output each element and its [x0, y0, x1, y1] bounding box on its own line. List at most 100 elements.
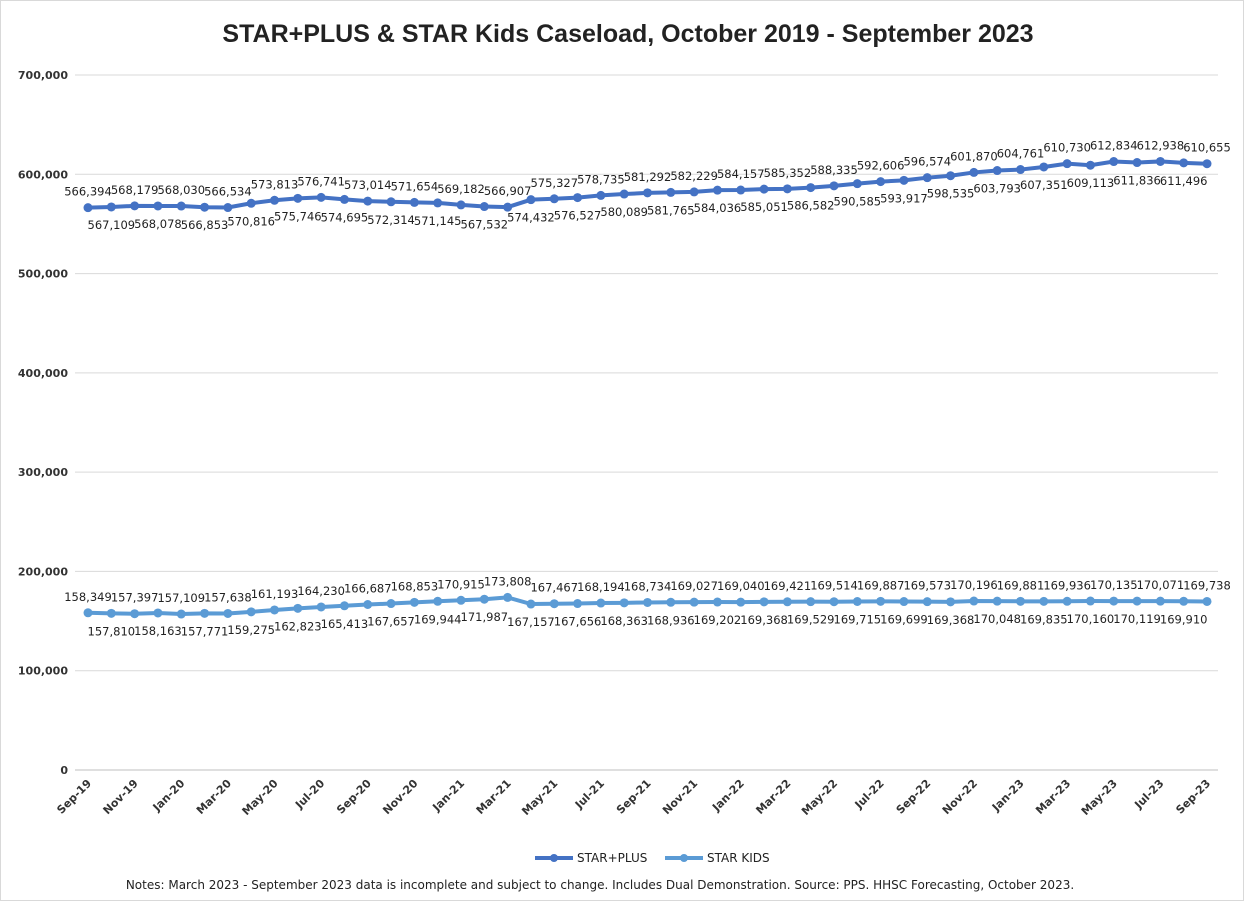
data-label: 167,467	[530, 581, 578, 595]
data-label: 158,163	[134, 624, 182, 638]
data-point	[456, 595, 466, 605]
data-label: 609,113	[1067, 176, 1115, 190]
data-point	[829, 597, 839, 607]
data-point	[153, 608, 163, 618]
data-label: 170,071	[1137, 578, 1185, 592]
data-point	[1016, 165, 1025, 175]
data-label: 572,314	[367, 213, 415, 227]
data-point	[666, 187, 676, 197]
legend-label: STAR+PLUS	[577, 851, 647, 865]
data-point	[852, 179, 862, 189]
data-point	[1109, 596, 1119, 606]
data-point	[246, 607, 256, 617]
data-label: 166,687	[344, 582, 392, 596]
data-point	[666, 597, 676, 607]
data-point	[549, 599, 559, 609]
data-point	[433, 198, 443, 208]
data-label: 169,835	[1020, 612, 1068, 626]
data-label: 169,910	[1160, 612, 1208, 626]
y-tick-label: 600,000	[18, 168, 68, 181]
data-label: 581,765	[647, 203, 695, 217]
data-label: 169,699	[880, 613, 928, 627]
data-point	[712, 185, 722, 195]
data-label: 162,823	[274, 619, 322, 633]
data-point	[759, 597, 769, 607]
data-point	[992, 166, 1002, 176]
data-point	[899, 175, 909, 185]
data-point	[782, 597, 792, 607]
data-point	[619, 189, 629, 199]
data-point	[1202, 596, 1212, 606]
data-point	[130, 609, 140, 619]
data-point	[1132, 596, 1142, 606]
data-point	[643, 597, 652, 607]
data-point	[339, 601, 349, 611]
data-label: 169,887	[857, 578, 905, 592]
data-point	[1039, 162, 1049, 172]
data-label: 167,657	[367, 615, 415, 629]
data-point	[1202, 159, 1212, 169]
data-point	[736, 185, 746, 195]
data-point	[1062, 596, 1072, 606]
data-point	[712, 597, 722, 607]
data-label: 157,771	[181, 624, 229, 638]
data-label: 580,089	[600, 205, 648, 219]
data-label: 157,638	[204, 590, 252, 604]
data-label: 603,793	[973, 182, 1021, 196]
data-label: 585,051	[740, 200, 788, 214]
chart-title: STAR+PLUS & STAR Kids Caseload, October …	[222, 20, 1033, 48]
data-label: 566,853	[181, 218, 229, 232]
notes: Notes: March 2023 - September 2023 data …	[126, 878, 1074, 892]
legend-label: STAR KIDS	[707, 851, 770, 865]
data-label: 566,394	[64, 185, 112, 199]
data-point	[573, 599, 583, 609]
data-label: 169,027	[670, 579, 718, 593]
data-point	[1132, 158, 1142, 168]
data-point	[106, 608, 116, 618]
y-tick-label: 0	[60, 764, 68, 777]
data-point	[479, 594, 489, 604]
data-label: 570,816	[227, 214, 275, 228]
data-point	[969, 596, 979, 606]
data-label: 169,573	[903, 579, 951, 593]
data-point	[503, 202, 513, 212]
y-tick-label: 100,000	[18, 665, 68, 678]
data-point	[1085, 596, 1095, 606]
data-label: 582,229	[670, 169, 718, 183]
data-point	[293, 193, 303, 203]
data-label: 596,574	[903, 155, 951, 169]
data-label: 566,534	[204, 185, 252, 199]
data-point	[409, 197, 419, 207]
data-point	[1039, 596, 1049, 606]
data-point	[526, 599, 536, 609]
data-point	[176, 609, 186, 619]
data-point	[1179, 158, 1189, 168]
data-label: 581,292	[624, 170, 672, 184]
data-label: 612,834	[1090, 139, 1138, 153]
data-label: 173,808	[484, 574, 532, 588]
data-label: 586,582	[787, 199, 835, 213]
data-label: 567,109	[88, 218, 136, 232]
data-label: 578,735	[577, 172, 625, 186]
data-point	[643, 188, 652, 198]
data-point	[1109, 157, 1119, 167]
y-tick-label: 500,000	[18, 268, 68, 281]
data-point	[200, 608, 210, 618]
data-label: 576,741	[297, 174, 345, 188]
data-point	[363, 600, 373, 610]
data-point	[479, 202, 489, 212]
data-label: 566,907	[484, 184, 532, 198]
data-label: 170,915	[437, 577, 485, 591]
data-label: 169,936	[1043, 578, 1091, 592]
data-point	[829, 181, 839, 191]
data-point	[409, 597, 419, 607]
data-point	[386, 197, 396, 207]
data-point	[992, 596, 1002, 606]
data-point	[596, 598, 606, 608]
data-label: 167,157	[507, 615, 555, 629]
data-point	[200, 202, 210, 212]
data-point	[153, 201, 163, 211]
data-label: 607,351	[1020, 178, 1068, 192]
